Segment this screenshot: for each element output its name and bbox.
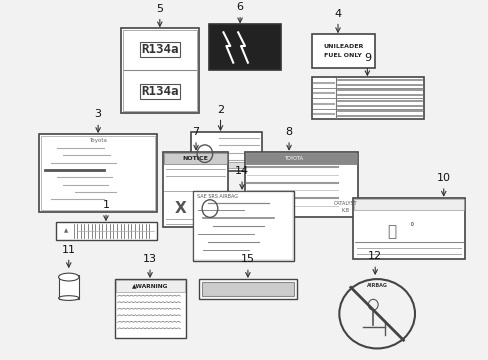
- Text: 7: 7: [192, 127, 199, 137]
- Text: ✋: ✋: [386, 224, 396, 239]
- Bar: [194, 192, 292, 260]
- Bar: [116, 280, 185, 292]
- Bar: [202, 282, 293, 296]
- Text: 5: 5: [156, 4, 163, 14]
- Bar: [353, 199, 463, 211]
- Text: 3: 3: [95, 109, 102, 120]
- Text: 10: 10: [436, 173, 450, 183]
- Text: 13: 13: [142, 254, 157, 264]
- Bar: [244, 152, 357, 217]
- Text: 6: 6: [236, 2, 243, 12]
- Text: 2: 2: [217, 104, 224, 114]
- Text: 11: 11: [61, 244, 76, 255]
- Bar: [352, 198, 464, 260]
- Text: 4: 4: [334, 9, 341, 19]
- Text: SAE SRS AIRBAG: SAE SRS AIRBAG: [197, 194, 238, 199]
- Text: 9: 9: [363, 53, 370, 63]
- Text: UNILEADER: UNILEADER: [323, 44, 363, 49]
- Bar: [311, 34, 374, 68]
- Bar: [218, 162, 258, 168]
- Bar: [191, 132, 261, 171]
- Bar: [115, 279, 186, 338]
- Ellipse shape: [59, 273, 79, 281]
- Bar: [121, 28, 199, 113]
- Bar: [40, 134, 157, 212]
- Bar: [163, 152, 228, 227]
- Text: 15: 15: [241, 254, 254, 264]
- Text: CATALYST: CATALYST: [333, 201, 357, 206]
- Bar: [193, 191, 293, 261]
- Bar: [41, 136, 155, 211]
- Text: K.B: K.B: [341, 208, 349, 213]
- Text: FUEL ONLY: FUEL ONLY: [324, 53, 362, 58]
- Bar: [59, 275, 79, 299]
- Bar: [245, 153, 356, 165]
- Text: 1: 1: [102, 199, 109, 210]
- Text: R134a: R134a: [141, 85, 178, 98]
- Bar: [199, 279, 296, 298]
- Text: 8: 8: [285, 127, 292, 137]
- Text: AIRBAG: AIRBAG: [366, 283, 387, 288]
- Text: ▲WARNING: ▲WARNING: [132, 283, 168, 288]
- Text: ▲: ▲: [63, 229, 68, 234]
- Text: 12: 12: [367, 251, 382, 261]
- Text: TOYOTA: TOYOTA: [284, 156, 303, 161]
- Text: NOTICE: NOTICE: [182, 156, 208, 161]
- Bar: [122, 30, 197, 111]
- Text: R134a: R134a: [141, 43, 178, 56]
- Bar: [311, 77, 423, 120]
- Bar: [163, 153, 227, 165]
- Text: X: X: [174, 201, 186, 216]
- Text: 14: 14: [235, 166, 248, 176]
- Ellipse shape: [59, 296, 79, 300]
- Bar: [208, 24, 281, 71]
- Bar: [56, 222, 157, 240]
- Text: °: °: [408, 222, 413, 231]
- Text: Toyota: Toyota: [89, 139, 107, 144]
